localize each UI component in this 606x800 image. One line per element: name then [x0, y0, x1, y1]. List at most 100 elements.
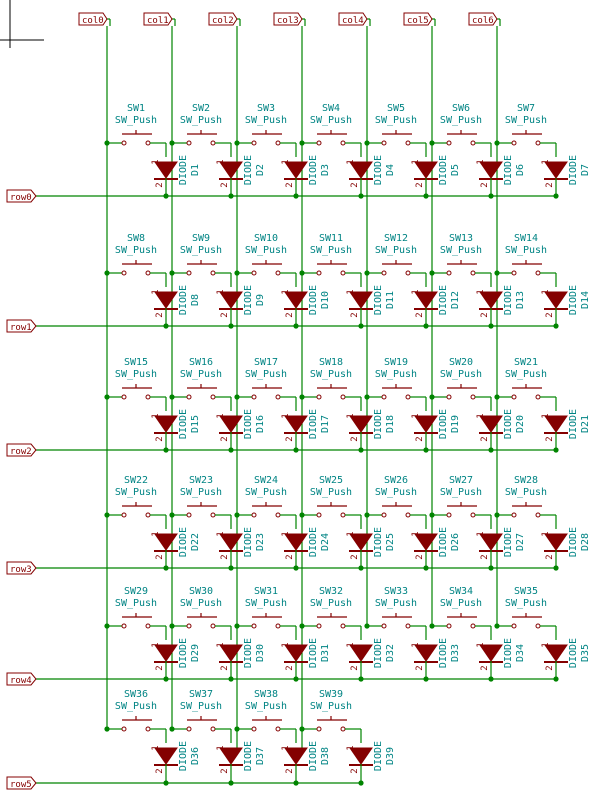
switch-ref: SW29 [124, 586, 148, 597]
diode-pin-1: 1 [216, 745, 226, 750]
diode-body [219, 291, 243, 309]
diode-pin-1: 1 [411, 289, 421, 294]
switch-ref: SW3 [257, 103, 275, 114]
switch-contact [446, 623, 452, 629]
switch-value: SW_Push [245, 701, 287, 712]
switch-ref: SW8 [127, 233, 145, 244]
row-label-text: row4 [10, 676, 32, 686]
diode-body [284, 415, 308, 433]
switch-ref: SW11 [319, 233, 343, 244]
diode-value: DIODE [308, 638, 319, 668]
diode-value: DIODE [568, 285, 579, 315]
diode-body [219, 161, 243, 179]
diode-pin-1: 1 [216, 413, 226, 418]
diode-ref: D22 [190, 533, 201, 551]
diode-value: DIODE [438, 638, 449, 668]
row-label-text: row5 [10, 780, 32, 790]
switch-contact [121, 512, 127, 518]
diode-ref: D19 [450, 415, 461, 433]
switch-contact [340, 270, 346, 276]
diode-body [219, 747, 243, 765]
diode-body [154, 415, 178, 433]
switch-value: SW_Push [180, 701, 222, 712]
diode-value: DIODE [568, 409, 579, 439]
diode-value: DIODE [178, 527, 189, 557]
row-label-0: row0 [6, 189, 37, 203]
row-label-box [6, 672, 37, 686]
diode-ref: D39 [385, 747, 396, 765]
switch-contact [316, 726, 322, 732]
diode-body [479, 533, 503, 551]
switch-contact [145, 623, 151, 629]
switch-ref: SW31 [254, 586, 278, 597]
switch-contact [446, 270, 452, 276]
switch-value: SW_Push [505, 115, 547, 126]
switch-ref: SW2 [192, 103, 210, 114]
diode-value: DIODE [568, 155, 579, 185]
diode-pin-2: 2 [350, 665, 360, 670]
diode-body [544, 291, 568, 309]
diode-pin-2: 2 [155, 436, 165, 441]
diode-pin-2: 2 [220, 554, 230, 559]
row-label-5: row5 [6, 776, 37, 790]
switch-contact [511, 270, 517, 276]
diode-value: DIODE [373, 409, 384, 439]
switch-contact [186, 140, 192, 146]
diode-body [414, 533, 438, 551]
diode-pin-1: 1 [346, 413, 356, 418]
diode-ref: D17 [320, 415, 331, 433]
switch-ref: SW9 [192, 233, 210, 244]
diode-ref: D11 [385, 291, 396, 309]
switch-ref: SW17 [254, 357, 278, 368]
switch-value: SW_Push [505, 487, 547, 498]
diode-pin-1: 1 [476, 531, 486, 536]
switch-contact [121, 394, 127, 400]
switch-contact [186, 394, 192, 400]
diode-pin-1: 1 [476, 289, 486, 294]
diode-ref: D2 [255, 164, 266, 176]
diode-ref: D36 [190, 747, 201, 765]
diode-pin-1: 1 [476, 413, 486, 418]
diode-pin-1: 1 [281, 531, 291, 536]
switch-ref: SW13 [449, 233, 473, 244]
switch-contact [316, 140, 322, 146]
diode-ref: D5 [450, 164, 461, 176]
diode-value: DIODE [243, 741, 254, 771]
col-label-box [78, 12, 108, 26]
row-label-text: row2 [10, 447, 32, 457]
switch-contact [446, 140, 452, 146]
switch-contact [381, 623, 387, 629]
diode-value: DIODE [308, 527, 319, 557]
switch-contact [511, 140, 517, 146]
switch-contact [121, 140, 127, 146]
diode-pin-1: 1 [216, 642, 226, 647]
diode-value: DIODE [308, 285, 319, 315]
switch-value: SW_Push [245, 245, 287, 256]
diode-pin-1: 1 [411, 413, 421, 418]
diode-ref: D23 [255, 533, 266, 551]
diode-pin-1: 1 [151, 159, 161, 164]
diode-pin-1: 1 [476, 642, 486, 647]
row-label-text: row0 [10, 193, 32, 203]
diode-body [479, 291, 503, 309]
switch-contact [275, 623, 281, 629]
row-label-box [6, 319, 37, 333]
diode-value: DIODE [178, 285, 189, 315]
switch-ref: SW16 [189, 357, 213, 368]
switch-value: SW_Push [115, 115, 157, 126]
switch-value: SW_Push [505, 598, 547, 609]
col-label-3: col3 [273, 12, 303, 26]
switch-ref: SW5 [387, 103, 405, 114]
diode-pin-2: 2 [545, 665, 555, 670]
diode-pin-2: 2 [220, 768, 230, 773]
col-label-text: col5 [407, 16, 429, 26]
